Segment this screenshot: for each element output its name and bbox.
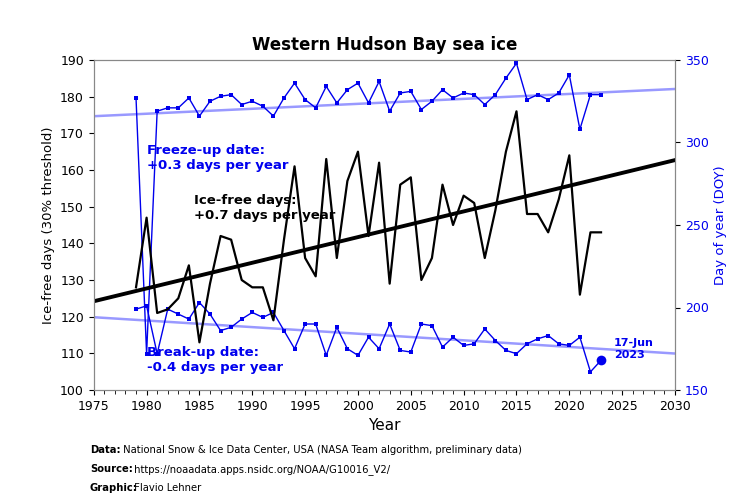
Text: Break-up date:
-0.4 days per year: Break-up date: -0.4 days per year xyxy=(146,346,283,374)
Text: Data:: Data: xyxy=(90,445,121,455)
Text: Flavio Lehner: Flavio Lehner xyxy=(131,483,202,493)
Text: Graphic:: Graphic: xyxy=(90,483,138,493)
Y-axis label: Ice-free days (30% threshold): Ice-free days (30% threshold) xyxy=(41,126,55,324)
Text: 17-Jun
2023: 17-Jun 2023 xyxy=(614,338,653,360)
Y-axis label: Day of year (DOY): Day of year (DOY) xyxy=(714,165,728,285)
Title: Western Hudson Bay sea ice: Western Hudson Bay sea ice xyxy=(252,36,517,54)
Text: National Snow & Ice Data Center, USA (NASA Team algorithm, preliminary data): National Snow & Ice Data Center, USA (NA… xyxy=(120,445,522,455)
Text: Freeze-up date:
+0.3 days per year: Freeze-up date: +0.3 days per year xyxy=(146,144,288,172)
X-axis label: Year: Year xyxy=(368,418,400,434)
Text: Source:: Source: xyxy=(90,464,133,474)
Text: https://noaadata.apps.nsidc.org/NOAA/G10016_V2/: https://noaadata.apps.nsidc.org/NOAA/G10… xyxy=(131,464,390,475)
Text: Ice-free days:
+0.7 days per year: Ice-free days: +0.7 days per year xyxy=(194,194,335,222)
